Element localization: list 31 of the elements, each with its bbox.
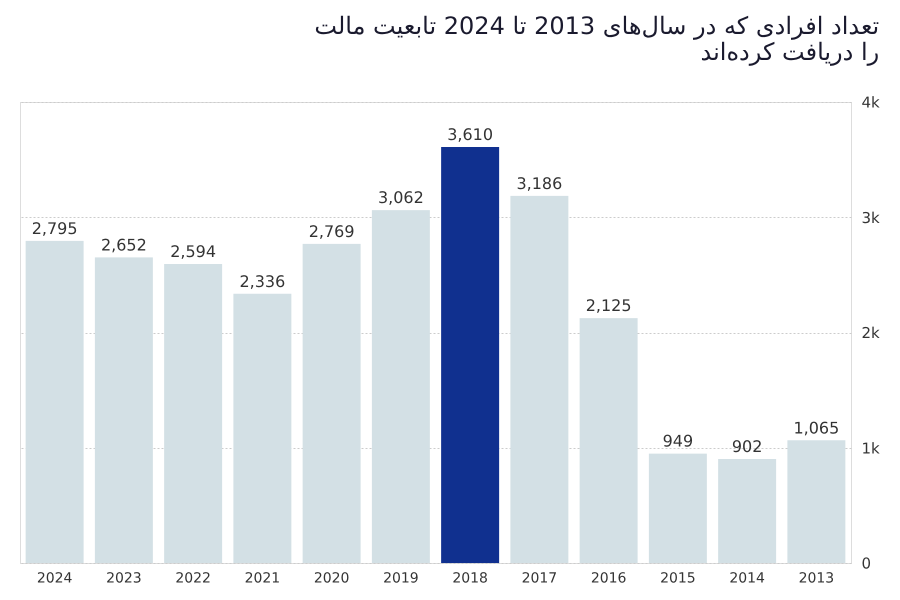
- y-tick-label: 4k: [862, 94, 880, 112]
- x-tick-label: 2014: [729, 570, 766, 586]
- data-label: 2,795: [32, 218, 78, 238]
- y-tick-label: 0: [862, 554, 872, 572]
- bar: [441, 146, 500, 563]
- data-label: 3,610: [447, 124, 494, 144]
- data-label: 2,652: [100, 235, 147, 254]
- data-label: 3,186: [516, 174, 562, 193]
- data-label: 2,769: [308, 222, 355, 241]
- x-tick-label: 2024: [36, 570, 73, 586]
- data-label: 949: [662, 432, 694, 451]
- x-tick-label: 2017: [522, 570, 558, 586]
- y-tick-label: 3k: [862, 208, 880, 227]
- x-tick-label: 2016: [590, 570, 627, 586]
- y-tick-label: 2k: [862, 324, 880, 342]
- data-label: 1,065: [793, 418, 840, 438]
- y-tick-label: 1k: [862, 439, 880, 458]
- data-label: 2,594: [170, 242, 216, 262]
- x-tick-label: 2023: [106, 570, 142, 586]
- chart-title: تعداد افرادی که در سال‌های 2013 تا 2024 تابعیت مالت را دریافت کرده‌اند: [314, 12, 880, 66]
- data-label: 3,062: [378, 188, 424, 208]
- x-tick-label: 2018: [452, 570, 488, 586]
- x-tick-label: 2020: [314, 570, 350, 586]
- x-tick-label: 2022: [175, 570, 211, 586]
- data-label: 2,125: [586, 296, 632, 316]
- x-tick-label: 2013: [798, 570, 834, 586]
- x-tick-label: 2015: [660, 570, 696, 586]
- data-label: 902: [732, 437, 762, 456]
- data-label: 2,336: [239, 272, 286, 291]
- x-tick-label: 2021: [244, 570, 280, 586]
- x-tick-label: 2019: [383, 570, 419, 586]
